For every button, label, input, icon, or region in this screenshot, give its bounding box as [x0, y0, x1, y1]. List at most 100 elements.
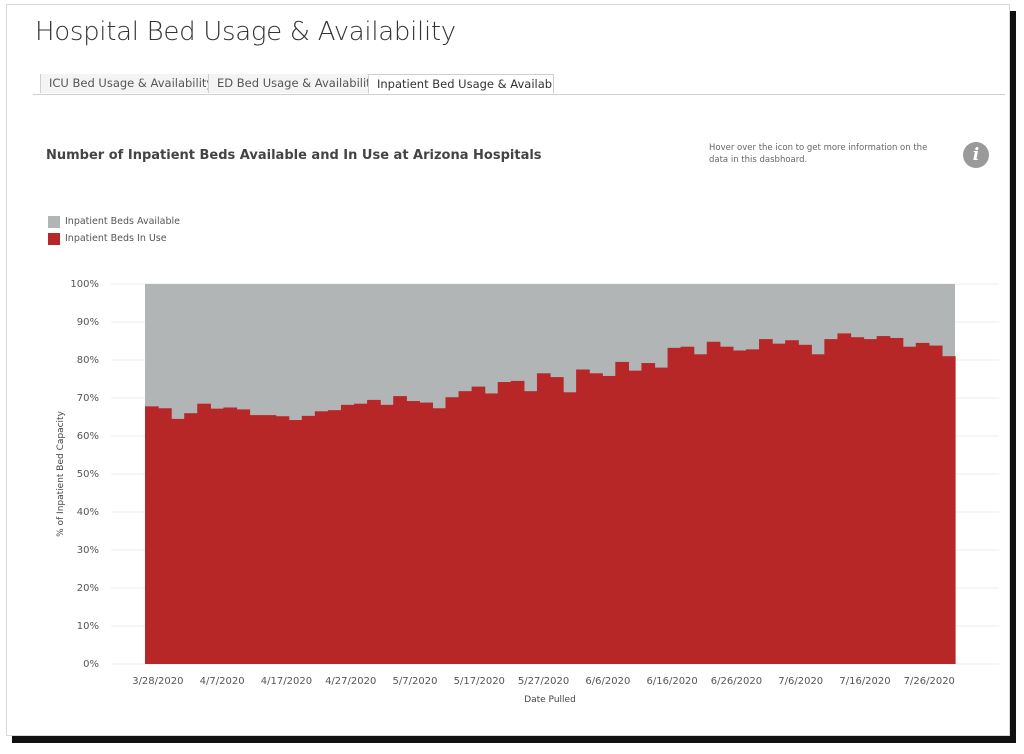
- tab-inpatient-bed-usage[interactable]: Inpatient Bed Usage & Availabi...: [368, 74, 554, 94]
- bar-in-use: [706, 341, 721, 664]
- bar-in-use: [693, 354, 708, 664]
- bar-in-use: [798, 344, 812, 664]
- bar-in-use: [641, 363, 656, 664]
- x-tick-label: 4/17/2020: [261, 676, 312, 687]
- bar-in-use: [850, 337, 865, 664]
- bar-in-use: [197, 403, 211, 664]
- bar-in-use: [354, 403, 368, 664]
- bar-in-use: [223, 407, 238, 664]
- bar-in-use: [680, 346, 695, 664]
- bar-in-use: [171, 418, 185, 664]
- y-tick-label: 30%: [77, 545, 99, 556]
- bar-in-use: [745, 349, 760, 664]
- x-tick-label: 4/7/2020: [200, 676, 245, 687]
- bar-in-use: [824, 339, 839, 664]
- bar-in-use: [445, 397, 460, 664]
- x-tick-label: 3/28/2020: [132, 676, 183, 687]
- bar-in-use: [249, 415, 264, 664]
- bar-in-use: [327, 410, 342, 664]
- legend-label-in-use: Inpatient Beds In Use: [65, 233, 167, 244]
- x-tick-label: 7/26/2020: [904, 676, 955, 687]
- y-tick-label: 10%: [77, 621, 99, 632]
- x-tick-label: 4/27/2020: [325, 676, 376, 687]
- bar-in-use: [576, 369, 590, 664]
- bar-in-use: [184, 413, 198, 664]
- legend-item-in-use[interactable]: Inpatient Beds In Use: [48, 230, 180, 247]
- bar-in-use: [340, 404, 355, 664]
- bar-in-use: [902, 346, 917, 664]
- page-title: Hospital Bed Usage & Availability: [35, 17, 456, 47]
- bar-in-use: [458, 391, 473, 664]
- bar-in-use: [550, 377, 564, 664]
- legend-label-available: Inpatient Beds Available: [65, 216, 181, 227]
- bar-in-use: [419, 402, 434, 664]
- bar-in-use: [837, 333, 852, 664]
- bar-in-use: [563, 392, 577, 664]
- x-tick-label: 6/6/2020: [585, 676, 630, 687]
- x-tick-label: 5/17/2020: [454, 676, 505, 687]
- bar-in-use: [432, 408, 447, 664]
- chart-title: Number of Inpatient Beds Available and I…: [46, 148, 542, 163]
- y-tick-label: 0%: [83, 659, 99, 670]
- x-tick-label: 5/7/2020: [393, 676, 438, 687]
- bar-in-use: [262, 415, 277, 664]
- x-tick-label: 7/16/2020: [839, 676, 890, 687]
- x-tick-label: 5/27/2020: [518, 676, 569, 687]
- bar-in-use: [732, 350, 747, 664]
- dashboard-frame: Hospital Bed Usage & Availability ICU Be…: [6, 4, 1010, 736]
- bar-in-use: [811, 354, 825, 664]
- y-tick-label: 20%: [77, 583, 99, 594]
- bar-in-use: [210, 408, 224, 664]
- bar-in-use: [654, 367, 669, 664]
- y-tick-label: 40%: [77, 507, 99, 518]
- x-tick-label: 6/16/2020: [647, 676, 698, 687]
- bar-in-use: [667, 347, 682, 664]
- info-icon[interactable]: i: [963, 142, 989, 168]
- x-tick-label: 7/6/2020: [778, 676, 823, 687]
- bar-in-use: [785, 340, 799, 664]
- tab-icu-bed-usage[interactable]: ICU Bed Usage & Availability: [40, 74, 208, 93]
- bar-in-use: [628, 370, 643, 664]
- bar-in-use: [471, 386, 486, 664]
- hover-note: Hover over the icon to get more informat…: [709, 143, 928, 165]
- bar-in-use: [288, 420, 303, 664]
- bar-in-use: [615, 361, 629, 664]
- bar-in-use: [236, 409, 251, 664]
- bar-in-use: [367, 399, 381, 664]
- bar-in-use: [589, 373, 603, 664]
- bar-in-use: [301, 415, 316, 664]
- y-tick-label: 70%: [77, 393, 99, 404]
- y-tick-label: 90%: [77, 317, 99, 328]
- bar-in-use: [772, 343, 786, 664]
- y-tick-label: 80%: [77, 355, 99, 366]
- bar-in-use: [393, 396, 407, 664]
- legend-swatch-in-use: [48, 232, 60, 245]
- bar-in-use: [275, 416, 290, 664]
- bar-in-use: [484, 393, 499, 664]
- y-axis-title: % of Inpatient Bed Capacity: [56, 410, 66, 536]
- bar-in-use: [314, 411, 329, 664]
- tab-ed-bed-usage[interactable]: ED Bed Usage & Availability: [208, 74, 368, 93]
- bar-in-use: [928, 345, 943, 664]
- x-tick-label: 6/26/2020: [711, 676, 762, 687]
- bar-in-use: [380, 404, 394, 664]
- bar-in-use: [510, 380, 525, 664]
- tab-bar: ICU Bed Usage & Availability ED Bed Usag…: [33, 74, 1005, 95]
- bar-in-use: [941, 356, 956, 664]
- legend-item-available[interactable]: Inpatient Beds Available: [48, 213, 180, 230]
- bar-in-use: [145, 406, 159, 664]
- x-axis-title: Date Pulled: [524, 695, 576, 705]
- y-tick-label: 50%: [77, 469, 99, 480]
- bar-in-use: [158, 408, 172, 664]
- bar-in-use: [863, 339, 878, 664]
- bar-in-use: [759, 339, 773, 664]
- y-tick-label: 100%: [70, 279, 99, 290]
- bar-in-use: [876, 336, 891, 664]
- bar-in-use: [915, 342, 930, 664]
- legend: Inpatient Beds Available Inpatient Beds …: [48, 213, 180, 247]
- y-tick-label: 60%: [77, 431, 99, 442]
- chart-area: 0% 10% 20% 30% 40% 50% 60% 70% 80% 90% 100% 3/28/20…: [56, 279, 999, 705]
- bar-in-use: [497, 382, 512, 664]
- bar-in-use: [406, 401, 420, 664]
- bar-in-use: [719, 346, 734, 664]
